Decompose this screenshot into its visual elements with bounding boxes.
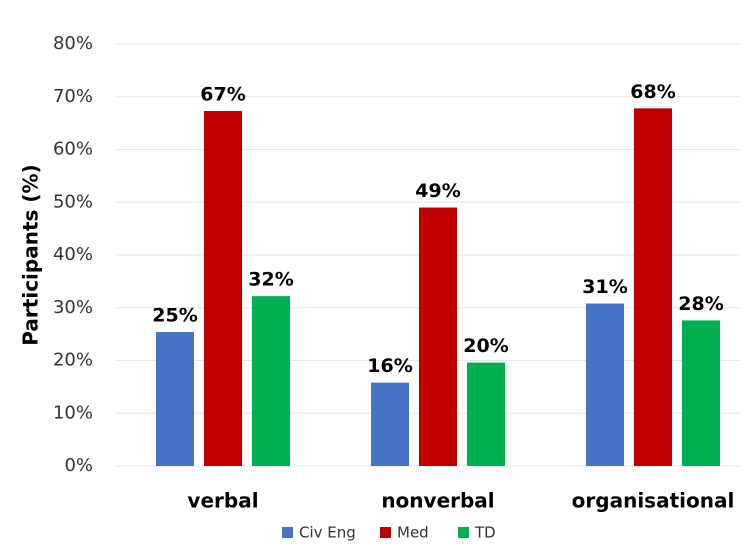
x-tick-label: verbal [187,489,258,513]
bar [682,320,720,466]
value-label: 67% [200,83,245,105]
legend-swatch [458,527,469,538]
value-label: 49% [415,180,460,202]
bar [634,108,672,466]
y-tick-label: 40% [53,244,93,265]
value-label: 31% [582,276,627,298]
legend-label: TD [474,524,496,542]
x-tick-label: nonverbal [381,489,494,513]
bar [252,296,290,466]
value-label: 28% [678,293,723,315]
value-label: 32% [248,269,293,291]
value-label: 25% [152,305,197,327]
x-tick-label: organisational [572,489,735,513]
bar [156,332,194,466]
value-label: 16% [367,355,412,377]
bar [204,110,242,467]
y-tick-label: 30% [53,297,93,318]
bar [467,362,505,466]
bar [586,303,624,466]
bar [419,207,457,466]
value-label: 68% [630,81,675,103]
y-tick-label: 80% [53,33,93,54]
y-axis-label: Participants (%) [19,164,43,345]
y-tick-label: 0% [64,455,93,476]
legend-swatch [282,527,293,538]
y-tick-label: 50% [53,191,93,212]
y-tick-label: 70% [53,86,93,107]
legend-swatch [380,527,391,538]
legend-label: Med [397,524,429,542]
bar [371,382,409,466]
legend-label: Civ Eng [299,524,356,542]
value-label: 20% [463,335,508,357]
y-tick-label: 10% [53,402,93,423]
y-tick-label: 60% [53,139,93,160]
y-tick-label: 20% [53,350,93,371]
